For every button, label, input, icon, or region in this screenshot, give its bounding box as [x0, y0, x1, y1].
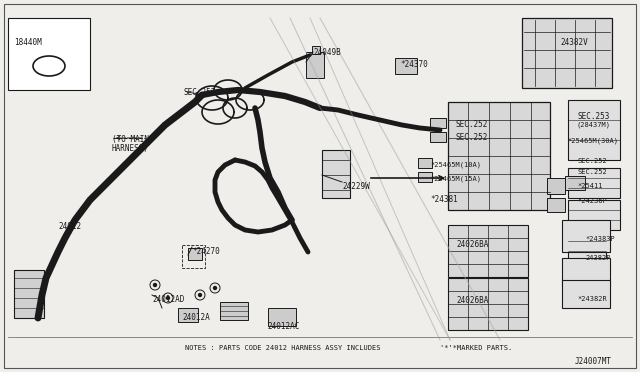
Bar	[562, 258, 610, 286]
Bar	[430, 118, 446, 128]
Text: 18440M: 18440M	[14, 38, 42, 47]
Text: '*'*MARKED PARTS.: '*'*MARKED PARTS.	[440, 345, 512, 351]
Circle shape	[214, 286, 216, 289]
Bar	[14, 270, 44, 318]
Text: (28437M): (28437M)	[577, 121, 611, 128]
Text: NOTES : PARTS CODE 24012 HARNESS ASSY INCLUDES: NOTES : PARTS CODE 24012 HARNESS ASSY IN…	[185, 345, 381, 351]
Bar	[178, 308, 198, 322]
Text: 24382P: 24382P	[585, 255, 611, 261]
Bar	[312, 46, 320, 54]
Text: *25465M(30A): *25465M(30A)	[567, 138, 618, 144]
Text: (TO MAIN: (TO MAIN	[112, 135, 149, 144]
Text: SEC.252: SEC.252	[183, 88, 216, 97]
Text: *25465M(15A): *25465M(15A)	[430, 175, 481, 182]
Bar	[448, 225, 528, 277]
Bar	[8, 18, 90, 90]
Bar	[568, 200, 620, 230]
Text: *24370: *24370	[400, 60, 428, 69]
Bar	[448, 102, 550, 210]
Bar	[568, 232, 606, 260]
Text: *25465M(10A): *25465M(10A)	[430, 162, 481, 169]
Bar	[562, 220, 610, 252]
Text: 24012AC: 24012AC	[267, 322, 300, 331]
Circle shape	[166, 296, 170, 299]
Bar	[568, 168, 620, 198]
Text: 24049B: 24049B	[313, 48, 340, 57]
Circle shape	[198, 294, 202, 296]
Text: HARNESS): HARNESS)	[112, 144, 149, 153]
Bar	[562, 280, 610, 308]
Text: 24026BA: 24026BA	[456, 240, 488, 249]
Text: 24229W: 24229W	[342, 182, 370, 191]
Polygon shape	[522, 18, 612, 88]
Text: SEC.253: SEC.253	[577, 112, 609, 121]
Bar	[188, 248, 202, 260]
Text: 24012A: 24012A	[182, 313, 210, 322]
Text: J24007MT: J24007MT	[575, 357, 612, 366]
Bar	[547, 198, 565, 212]
Text: *24383P: *24383P	[585, 236, 615, 242]
Text: *24381: *24381	[430, 195, 458, 204]
Bar	[418, 172, 432, 182]
Text: *24270: *24270	[192, 247, 220, 256]
Circle shape	[154, 283, 157, 286]
Bar	[448, 278, 528, 330]
Text: 24382V: 24382V	[560, 38, 588, 47]
Bar	[418, 158, 432, 168]
Bar	[268, 308, 296, 326]
Bar	[547, 178, 565, 194]
Text: 24012AD: 24012AD	[152, 295, 184, 304]
Text: SEC.252: SEC.252	[456, 133, 488, 142]
Text: SEC.252: SEC.252	[577, 158, 607, 164]
Bar	[395, 58, 417, 74]
Bar	[568, 100, 620, 160]
Bar	[306, 52, 324, 78]
Bar	[430, 132, 446, 142]
Text: 24012: 24012	[58, 222, 81, 231]
Bar	[322, 150, 350, 198]
Text: 24026BA: 24026BA	[456, 296, 488, 305]
Text: SEC.252: SEC.252	[577, 169, 607, 175]
Text: *25411: *25411	[577, 183, 602, 189]
Bar	[565, 176, 585, 190]
Text: *24236P: *24236P	[577, 198, 607, 204]
Text: *24382R: *24382R	[577, 296, 607, 302]
Text: SEC.252: SEC.252	[456, 120, 488, 129]
Bar	[220, 302, 248, 320]
